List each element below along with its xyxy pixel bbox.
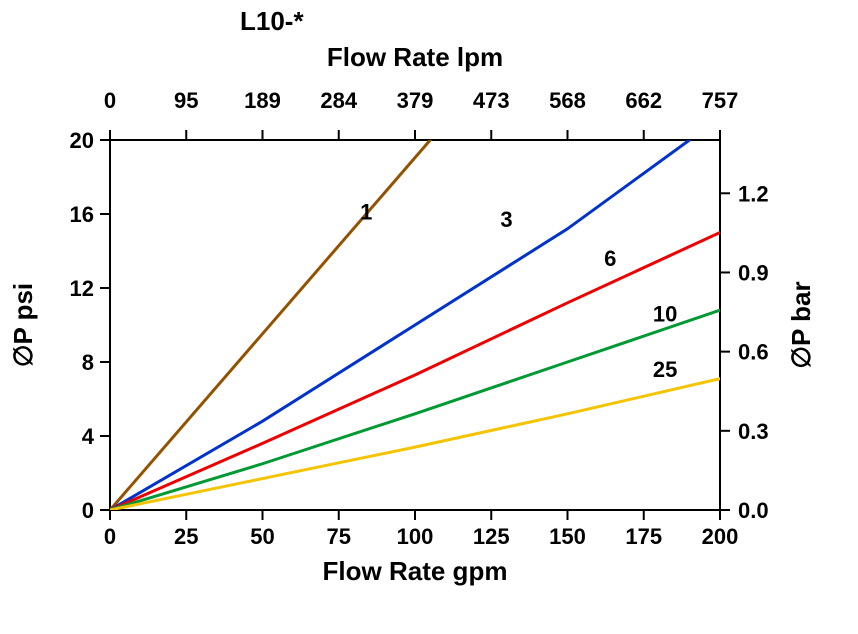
x-bottom-tick-label: 175 (625, 524, 662, 549)
x-bottom-tick-label: 25 (174, 524, 198, 549)
x-top-tick-label: 473 (473, 88, 510, 113)
chart-title: L10-* (240, 6, 304, 36)
y-left-tick-label: 4 (82, 424, 95, 449)
series-line-25 (110, 379, 720, 510)
x-top-tick-label: 0 (104, 88, 116, 113)
series-line-10 (110, 310, 720, 510)
series-line-6 (110, 233, 720, 511)
y-left-tick-label: 8 (82, 350, 94, 375)
x-bottom-tick-label: 200 (702, 524, 739, 549)
x-top-tick-label: 95 (174, 88, 198, 113)
y-left-tick-label: 0 (82, 498, 94, 523)
y-right-tick-label: 0.0 (738, 498, 769, 523)
y-right-tick-label: 0.3 (738, 419, 769, 444)
series-label-25: 25 (653, 357, 677, 382)
y-right-tick-label: 1.2 (738, 181, 769, 206)
x-top-tick-label: 284 (320, 88, 357, 113)
y-right-tick-label: 0.9 (738, 260, 769, 285)
x-top-tick-label: 568 (549, 88, 586, 113)
y-left-axis-label: ∅P psi (8, 283, 38, 367)
x-top-tick-label: 757 (702, 88, 739, 113)
x-bottom-axis-label: Flow Rate gpm (323, 556, 508, 586)
x-bottom-tick-label: 75 (327, 524, 351, 549)
y-right-axis-label: ∅P bar (786, 281, 816, 368)
x-bottom-tick-label: 50 (250, 524, 274, 549)
x-top-tick-label: 189 (244, 88, 281, 113)
x-bottom-tick-label: 100 (397, 524, 434, 549)
series-line-3 (110, 140, 690, 510)
x-bottom-tick-label: 0 (104, 524, 116, 549)
series-label-6: 6 (604, 246, 616, 271)
x-bottom-tick-label: 125 (473, 524, 510, 549)
x-top-axis-label: Flow Rate lpm (327, 42, 503, 72)
y-left-tick-label: 12 (70, 276, 94, 301)
x-bottom-tick-label: 150 (549, 524, 586, 549)
chart-svg: L10-* Flow Rate lpm 0 95 189 284 379 473 568 662 7… (0, 0, 858, 634)
series-label-1: 1 (360, 200, 372, 225)
series-label-3: 3 (500, 207, 512, 232)
pressure-flow-chart: L10-* Flow Rate lpm 0 95 189 284 379 473 568 662 7… (0, 0, 858, 634)
y-left-tick-label: 16 (70, 202, 94, 227)
series-label-10: 10 (653, 301, 677, 326)
y-left-tick-label: 20 (70, 128, 94, 153)
y-right-tick-label: 0.6 (738, 340, 769, 365)
x-top-tick-label: 662 (625, 88, 662, 113)
series-group (110, 140, 720, 510)
x-top-tick-label: 379 (397, 88, 434, 113)
